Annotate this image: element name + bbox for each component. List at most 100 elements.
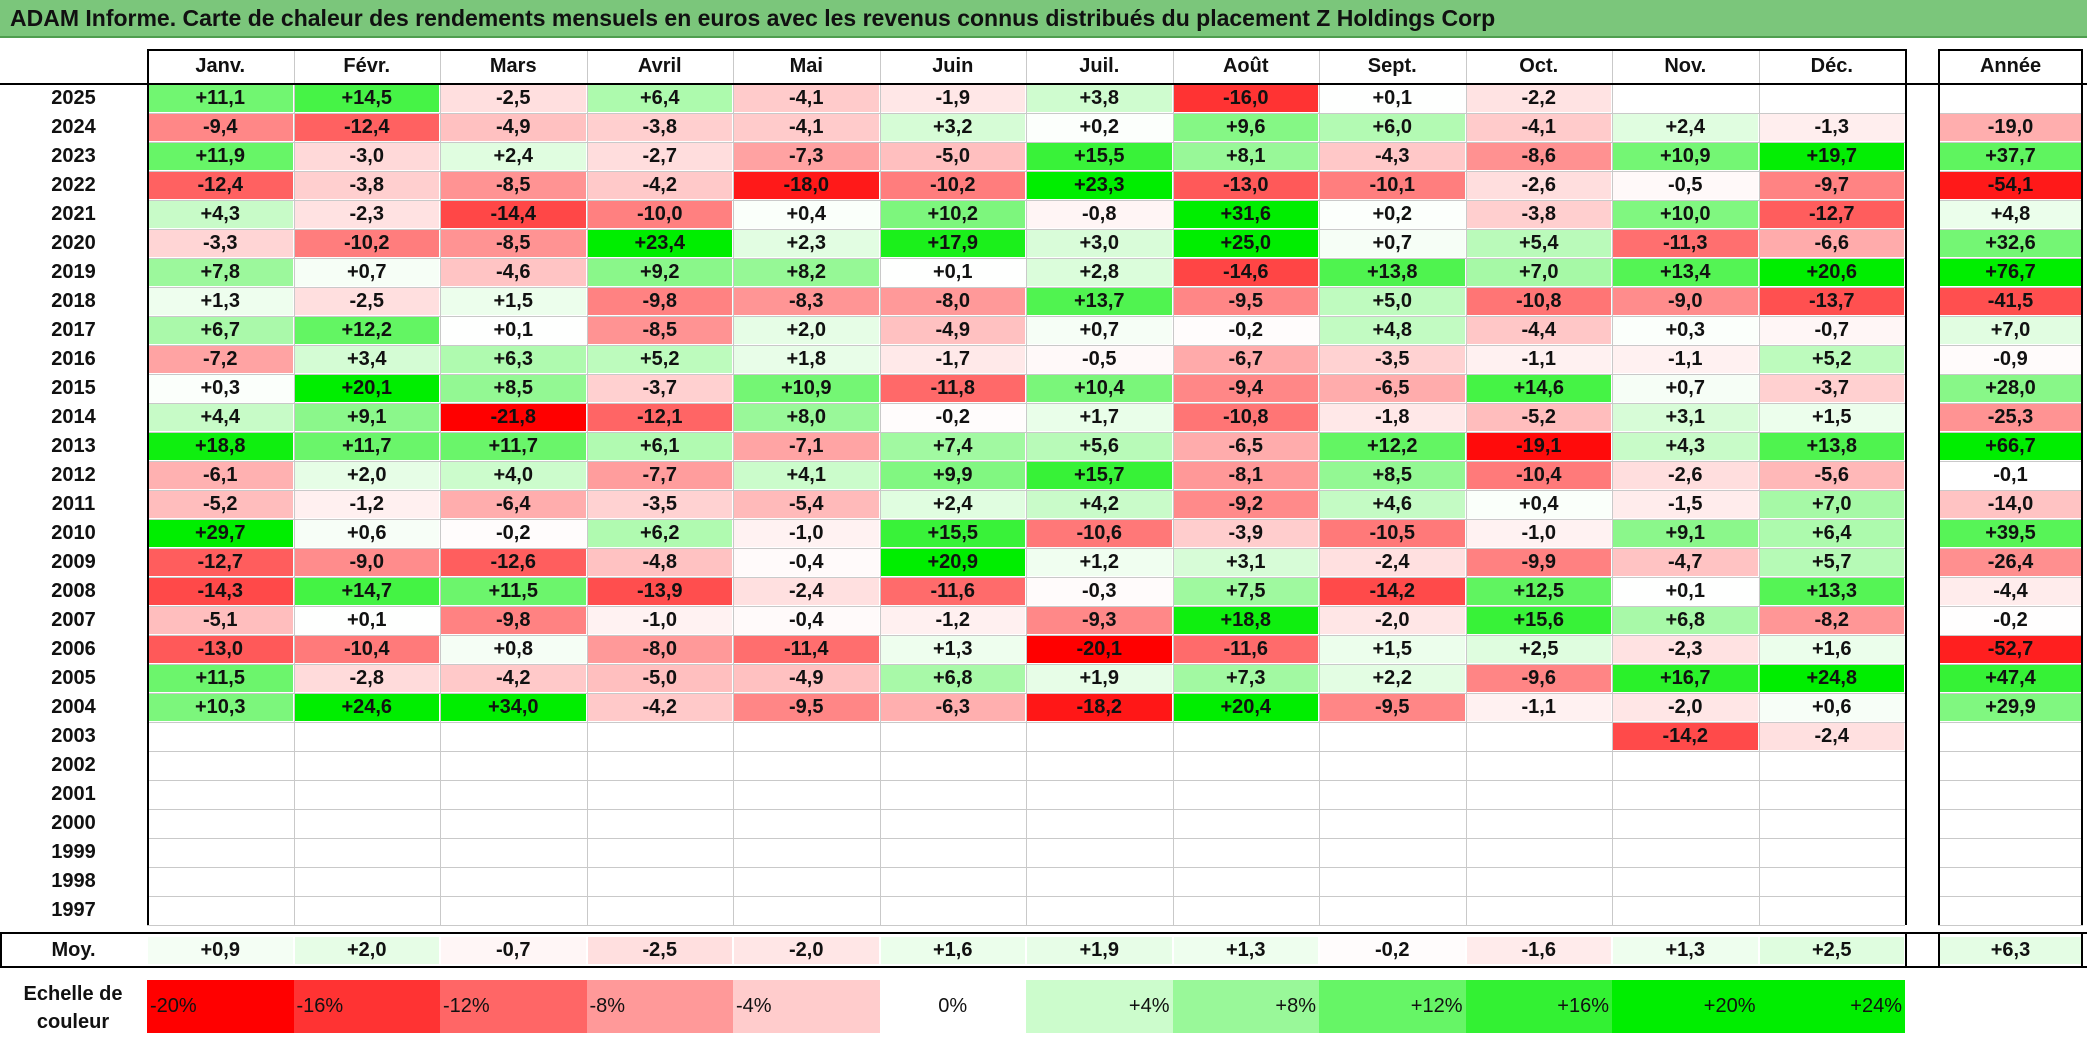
heatmap-cell: -3,5: [587, 491, 732, 518]
heatmap-cell: [294, 781, 439, 808]
heatmap-cell: -2,6: [1466, 172, 1611, 199]
heatmap-cell: -9,8: [441, 607, 586, 634]
heatmap-cell: [148, 781, 293, 808]
heatmap-cell: +10,0: [1613, 201, 1758, 228]
border: [2081, 932, 2083, 968]
heatmap-cell: -14,2: [1320, 578, 1465, 605]
heatmap-cell: -2,4: [1759, 723, 1904, 750]
heatmap-cell: [148, 810, 293, 837]
heatmap-cell: -1,1: [1613, 346, 1758, 373]
year-label: 1998: [51, 870, 96, 892]
heatmap-cell: -11,6: [1173, 636, 1318, 663]
heatmap-cell: +3,2: [880, 114, 1025, 141]
heatmap-cell: -9,5: [1320, 694, 1465, 721]
heatmap-cell: +8,5: [441, 375, 586, 402]
heatmap-cell: -8,0: [880, 288, 1025, 315]
month-header: Janv.: [147, 49, 294, 83]
heatmap-cell: -6,5: [1173, 433, 1318, 460]
heatmap-cell: [1173, 781, 1318, 808]
heatmap-cell: +15,6: [1466, 607, 1611, 634]
heatmap-cell: -4,2: [587, 694, 732, 721]
gridline-horizontal: [1938, 664, 2083, 665]
heatmap-cell: [148, 723, 293, 750]
heatmap-cell: +13,7: [1027, 288, 1172, 315]
heatmap-cell: -2,5: [294, 288, 439, 315]
heatmap-cell: -0,4: [734, 607, 879, 634]
gridline-horizontal: [1938, 432, 2083, 433]
heatmap-cell: [1320, 752, 1465, 779]
heatmap-cell: -4,9: [880, 317, 1025, 344]
heatmap-cell: +20,6: [1759, 259, 1904, 286]
average-cell: +0,9: [148, 937, 293, 964]
heatmap-cell: [587, 897, 732, 924]
month-header: Févr.: [293, 49, 440, 83]
heatmap-cell: +12,2: [294, 317, 439, 344]
heatmap-cell: -1,1: [1466, 694, 1611, 721]
annual-cell: -19,0: [1939, 114, 2082, 141]
color-scale-stop: -8%: [586, 980, 733, 1033]
heatmap-cell: +8,5: [1320, 462, 1465, 489]
heatmap-cell: -2,6: [1613, 462, 1758, 489]
heatmap-cell: [1320, 723, 1465, 750]
heatmap-cell: -1,2: [880, 607, 1025, 634]
heatmap-cell: -2,0: [1320, 607, 1465, 634]
annual-cell: -25,3: [1939, 404, 2082, 431]
heatmap-cell: +4,1: [734, 462, 879, 489]
heatmap-cell: -7,7: [587, 462, 732, 489]
heatmap-cell: [880, 723, 1025, 750]
year-label: 2016: [51, 348, 96, 370]
gridline-horizontal: [1938, 287, 2083, 288]
year-label: 2021: [51, 203, 96, 225]
year-label: 2008: [51, 580, 96, 602]
heatmap-cell: +8,1: [1173, 143, 1318, 170]
gridline-horizontal: [1938, 142, 2083, 143]
gridline-horizontal: [1938, 896, 2083, 897]
heatmap-cell: -0,4: [734, 549, 879, 576]
heatmap-cell: [1027, 868, 1172, 895]
heatmap-cell: [587, 868, 732, 895]
heatmap-cell: -0,8: [1027, 201, 1172, 228]
month-header: Déc.: [1758, 49, 1905, 83]
color-scale-stop: +12%: [1319, 980, 1466, 1033]
heatmap-cell: -0,5: [1613, 172, 1758, 199]
average-cell: -2,5: [587, 937, 732, 964]
heatmap-cell: -3,5: [1320, 346, 1465, 373]
heatmap-cell: -8,0: [587, 636, 732, 663]
heatmap-cell: +10,9: [734, 375, 879, 402]
heatmap-cell: [1027, 752, 1172, 779]
heatmap-cell: [1320, 810, 1465, 837]
title-bar: ADAM Informe. Carte de chaleur des rende…: [0, 0, 2087, 38]
heatmap-cell: +13,3: [1759, 578, 1904, 605]
heatmap-cell: [1320, 781, 1465, 808]
heatmap-cell: -7,3: [734, 143, 879, 170]
heatmap-cell: -18,2: [1027, 694, 1172, 721]
heatmap-cell: +11,9: [148, 143, 293, 170]
year-label: 1999: [51, 841, 96, 863]
heatmap-cell: +6,8: [880, 665, 1025, 692]
annual-cell: +32,6: [1939, 230, 2082, 257]
heatmap-cell: [734, 897, 879, 924]
heatmap-cell: [441, 897, 586, 924]
heatmap-cell: -4,2: [587, 172, 732, 199]
heatmap-cell: [587, 781, 732, 808]
annual-cell: +66,7: [1939, 433, 2082, 460]
month-header: Nov.: [1612, 49, 1759, 83]
average-cell: -1,6: [1466, 937, 1611, 964]
heatmap-cell: -12,1: [587, 404, 732, 431]
heatmap-cell: -21,8: [441, 404, 586, 431]
heatmap-cell: -5,6: [1759, 462, 1904, 489]
heatmap-cell: -1,8: [1320, 404, 1465, 431]
year-label: 2025: [51, 87, 96, 109]
color-scale-stop: +4%: [1026, 980, 1173, 1033]
heatmap-cell: -1,3: [1759, 114, 1904, 141]
heatmap-cell: -10,2: [294, 230, 439, 257]
annual-cell: +39,5: [1939, 520, 2082, 547]
heatmap-cell: [1759, 781, 1904, 808]
border: [2081, 49, 2083, 925]
heatmap-cell: -11,3: [1613, 230, 1758, 257]
heatmap-cell: -12,4: [148, 172, 293, 199]
color-scale-stop: +16%: [1465, 980, 1612, 1033]
heatmap-cell: +0,4: [1466, 491, 1611, 518]
heatmap-cell: -1,7: [880, 346, 1025, 373]
color-scale-stop: -20%: [147, 980, 294, 1033]
